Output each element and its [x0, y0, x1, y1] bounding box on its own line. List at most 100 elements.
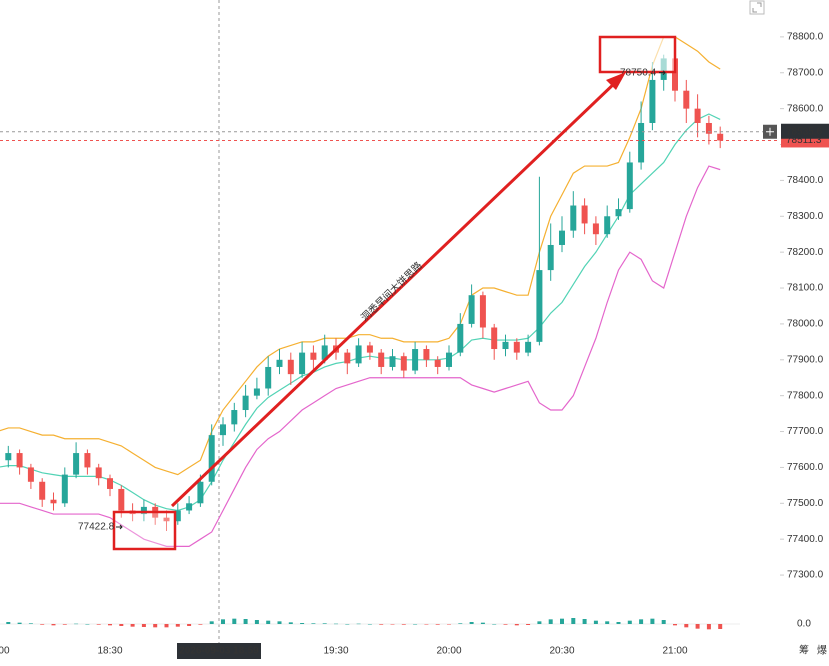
candle-body — [412, 349, 419, 371]
macd-bar — [480, 622, 485, 624]
high-label: 78750.4 — [620, 67, 657, 78]
candle-body — [694, 108, 701, 123]
macd-bar — [96, 624, 101, 625]
macd-bar — [571, 618, 576, 624]
macd-bar — [718, 624, 723, 629]
band-line — [0, 36, 721, 476]
macd-bar — [254, 620, 259, 624]
candle-body — [468, 295, 475, 324]
low-label: 77422.8 — [78, 522, 115, 533]
candle-body — [163, 517, 170, 522]
macd-bar — [661, 620, 666, 624]
macd-bar — [458, 623, 463, 624]
macd-bar — [605, 621, 610, 624]
y-tick-label: 77800.0 — [787, 390, 824, 401]
top-right-icon[interactable] — [749, 0, 765, 15]
candle-body — [446, 352, 452, 367]
macd-bar — [390, 624, 395, 625]
x-tick-label: 20:00 — [436, 646, 461, 657]
macd-bar — [548, 619, 553, 624]
macd-bar — [514, 624, 519, 626]
candle-body — [253, 388, 260, 396]
y-tick-label: 77900.0 — [787, 354, 824, 365]
macd-bar — [582, 619, 587, 624]
crosshair-price-box — [781, 123, 829, 139]
macd-bar — [288, 622, 293, 624]
candle-body — [344, 352, 351, 364]
macd-bar — [74, 623, 79, 625]
low-box — [112, 510, 177, 551]
macd-bar — [616, 622, 621, 624]
macd-bar — [311, 623, 316, 624]
macd-bar — [673, 624, 677, 626]
candle-body — [186, 503, 193, 511]
macd-bar — [28, 623, 33, 624]
crosshair-add-button[interactable] — [763, 124, 777, 139]
footer-icon: 爆 — [817, 645, 827, 657]
candle-body — [626, 162, 633, 210]
candle-body — [389, 356, 396, 367]
candle-body — [423, 349, 430, 360]
macd-bar — [447, 624, 451, 625]
macd-bar — [141, 624, 146, 627]
macd-bar — [537, 621, 542, 624]
candle-body — [231, 410, 238, 425]
candle-body — [287, 359, 294, 375]
macd-bar — [367, 624, 372, 625]
candle-body — [559, 230, 565, 245]
candle-body — [683, 90, 690, 109]
candle-body — [321, 345, 328, 360]
candle-body — [705, 122, 712, 134]
candle-body — [197, 481, 204, 504]
candle-body — [310, 352, 317, 360]
candle-body — [491, 327, 498, 350]
macd-bar — [435, 624, 440, 625]
y-tick-label: 77400.0 — [787, 534, 824, 545]
macd-bar — [695, 624, 700, 629]
candle-body — [536, 270, 543, 342]
candle-body — [39, 481, 46, 500]
macd-bar — [345, 624, 350, 625]
macd-bar — [469, 622, 474, 624]
macd-bar — [119, 624, 124, 626]
candle-body — [547, 244, 554, 271]
x-tick-label: 20:30 — [549, 646, 574, 657]
macd-bar — [108, 624, 112, 626]
candle-body — [242, 395, 249, 411]
candle-body — [27, 467, 34, 482]
candle-body — [525, 341, 532, 353]
candle-body — [61, 474, 68, 504]
candle-body — [265, 366, 272, 389]
macd-bar — [198, 624, 203, 625]
candle-body — [592, 223, 599, 235]
macd-bar — [266, 620, 271, 624]
crosshair-time-box — [177, 643, 261, 659]
candle-body — [638, 122, 645, 163]
macd-bar — [130, 624, 135, 627]
macd-bar — [627, 620, 632, 624]
macd-bar — [85, 624, 90, 625]
candle-body — [107, 478, 113, 489]
macd-bar — [17, 622, 22, 624]
macd-bar — [526, 624, 531, 625]
candle-body — [457, 323, 464, 353]
macd-bar — [175, 624, 180, 627]
icon-glyph — [752, 2, 762, 13]
x-tick-label: 19:30 — [323, 646, 348, 657]
candle-body — [299, 352, 306, 375]
band-line — [0, 165, 721, 547]
high-pointer — [659, 70, 666, 76]
y-tick-label: 77500.0 — [787, 498, 824, 509]
candle-body — [16, 453, 23, 468]
low-pointer — [116, 524, 123, 530]
macd-bar — [424, 624, 429, 625]
trend-arrow-head — [606, 72, 626, 90]
candle-body — [672, 58, 678, 91]
macd-bar — [164, 624, 169, 628]
high-box — [598, 35, 677, 74]
candle-body — [276, 359, 283, 367]
y-tick-label: 78400.0 — [787, 175, 824, 186]
macd-bar — [243, 619, 248, 624]
